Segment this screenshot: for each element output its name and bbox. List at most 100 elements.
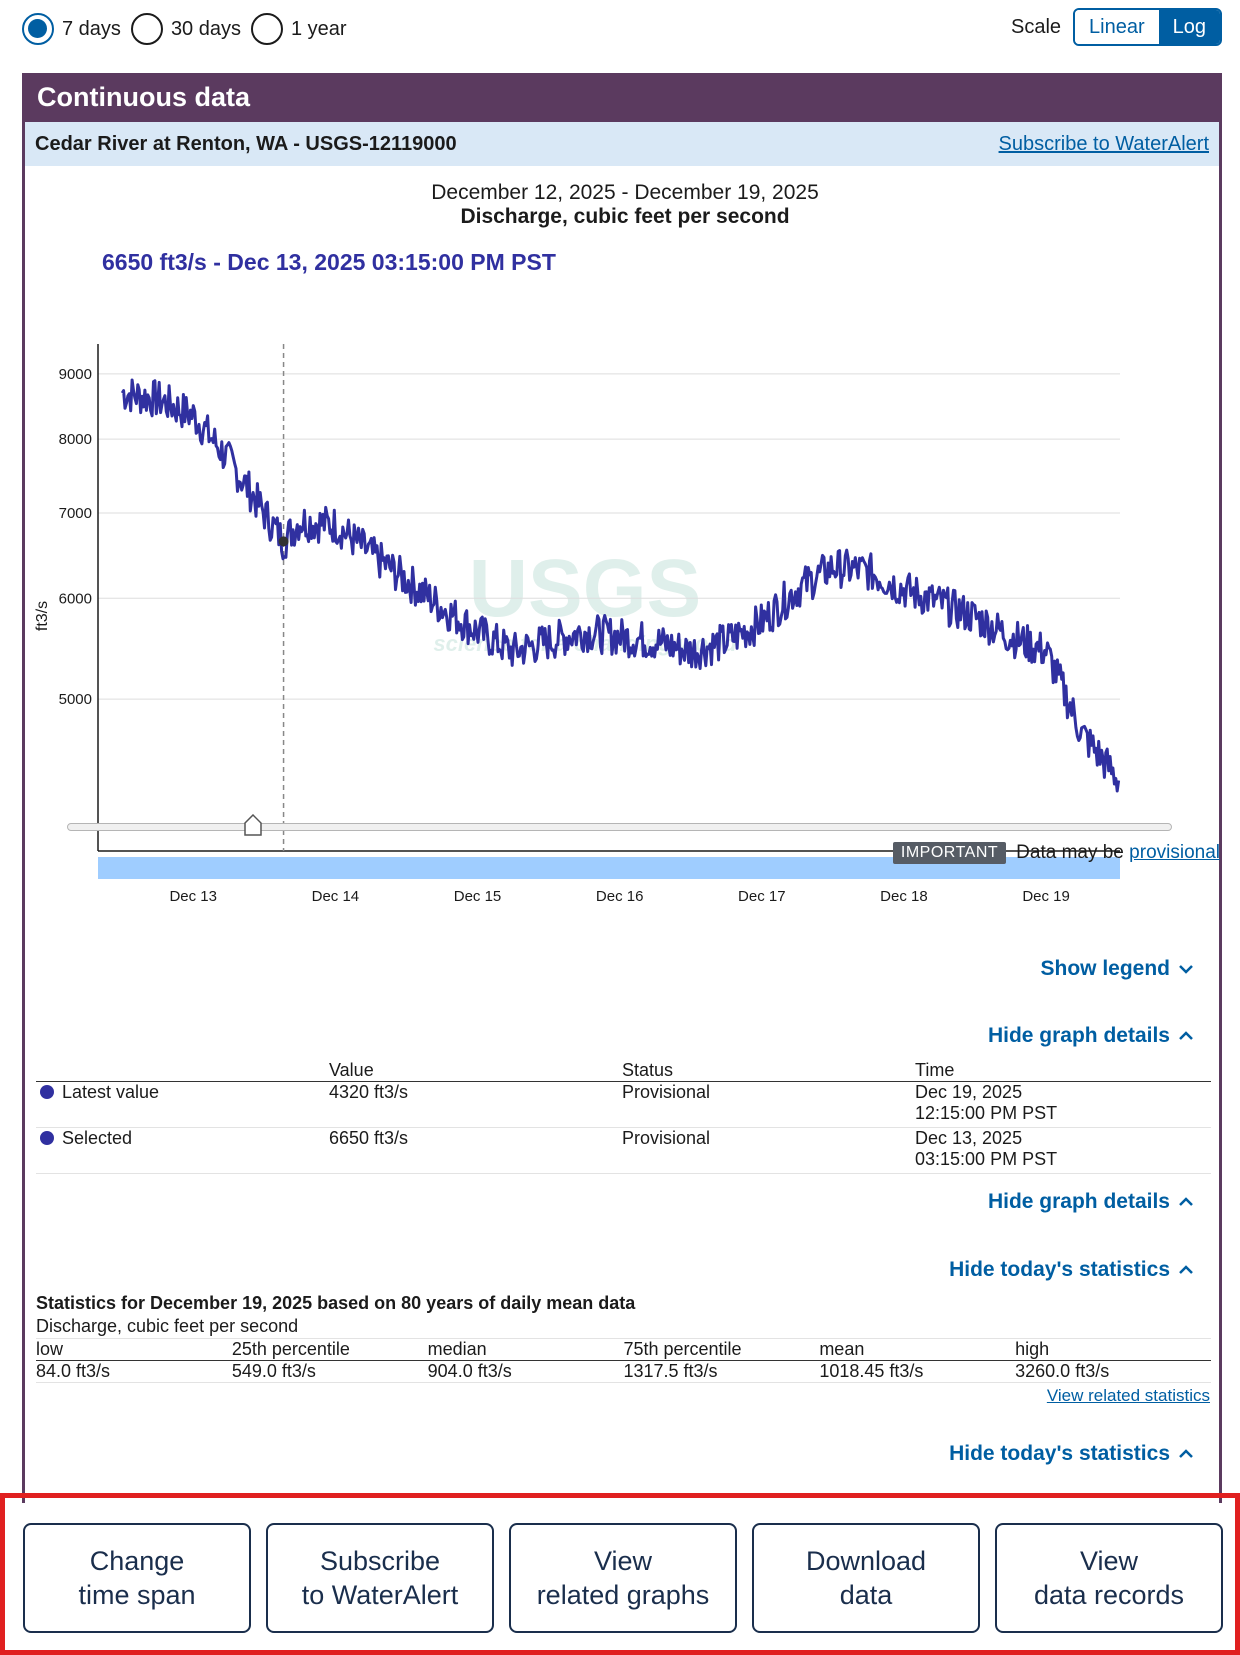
toggle-label: Hide graph details — [987, 1190, 1170, 1213]
time-brush[interactable] — [98, 857, 1120, 879]
time-slider-track[interactable] — [67, 823, 1172, 831]
x-tick-label: Dec 16 — [596, 888, 644, 905]
row-date: Dec 13, 2025 — [915, 1128, 1023, 1148]
watermark-logo-text: USGS — [469, 543, 701, 634]
view-data-records-button[interactable]: View data records — [995, 1523, 1223, 1633]
toggle-label: Show legend — [1040, 957, 1170, 980]
toggle-label: Hide today's statistics — [949, 1442, 1170, 1465]
download-data-button[interactable]: Download data — [752, 1523, 980, 1633]
series-dot-icon — [40, 1131, 54, 1145]
table-header: Status — [622, 1060, 915, 1082]
radio-30-days[interactable]: 30 days — [130, 13, 241, 45]
stat-header: high — [1015, 1338, 1211, 1361]
change-time-span-button[interactable]: Change time span — [23, 1523, 251, 1633]
stat-value: 549.0 ft3/s — [231, 1360, 428, 1383]
scale-linear-button[interactable]: Linear — [1075, 10, 1159, 44]
action-buttons-panel: Change time span Subscribe to WaterAlert… — [0, 1493, 1240, 1655]
site-name: Cedar River at Renton, WA - USGS-1211900… — [35, 132, 457, 155]
provisional-link[interactable]: provisional — [1129, 842, 1220, 863]
table-row: 84.0 ft3/s 549.0 ft3/s 904.0 ft3/s 1317.… — [36, 1360, 1211, 1383]
x-axis-ticks: Dec 13 Dec 14 Dec 15 Dec 16 Dec 17 Dec 18 Dec … — [169, 888, 1070, 905]
stat-value: 1018.45 ft3/s — [819, 1360, 1016, 1383]
stat-header: 25th percentile — [231, 1338, 428, 1361]
radio-selected-icon[interactable] — [22, 13, 54, 45]
statistics-subtitle: Discharge, cubic feet per second — [36, 1316, 299, 1336]
card-title: Continuous data — [25, 76, 1219, 122]
discharge-chart[interactable]: USGS science for a changing world 500060… — [25, 266, 1225, 881]
chevron-up-icon — [1179, 1031, 1193, 1040]
stat-header: low — [36, 1338, 232, 1361]
table-header — [36, 1060, 329, 1082]
slider-handle-icon[interactable] — [244, 814, 262, 836]
x-tick-label: Dec 15 — [454, 888, 502, 905]
y-tick-label: 9000 — [59, 366, 92, 383]
site-bar: Cedar River at Renton, WA - USGS-1211900… — [25, 122, 1219, 166]
hide-graph-details-toggle-bottom[interactable]: Hide graph details — [988, 1190, 1194, 1214]
row-label: Latest value — [62, 1082, 160, 1102]
continuous-data-card: Continuous data Cedar River at Renton, W… — [22, 73, 1222, 1503]
radio-label: 1 year — [291, 17, 347, 40]
y-axis-label: ft3/s — [34, 601, 51, 631]
chevron-up-icon — [1179, 1265, 1193, 1274]
x-tick-label: Dec 13 — [169, 888, 217, 905]
radio-icon[interactable] — [130, 13, 163, 45]
time-range-radio-group: 7 days 30 days 1 year — [22, 10, 357, 48]
scale-control: Scale Linear Log — [1011, 8, 1222, 46]
y-axis-ticks: 5000 6000 7000 8000 9000 — [59, 366, 92, 708]
scale-toggle: Linear Log — [1073, 8, 1222, 46]
chevron-down-icon — [1179, 965, 1193, 974]
stat-header: mean — [819, 1338, 1016, 1361]
subscribe-waterAlert-button[interactable]: Subscribe to WaterAlert — [266, 1523, 494, 1633]
row-value: 4320 ft3/s — [329, 1081, 622, 1128]
stat-value: 3260.0 ft3/s — [1015, 1360, 1211, 1383]
series-line-discharge — [120, 378, 1121, 793]
table-header: Value — [329, 1060, 622, 1082]
row-status: Provisional — [622, 1127, 915, 1174]
radio-1-year[interactable]: 1 year — [251, 13, 347, 45]
stat-header: median — [427, 1338, 624, 1361]
x-tick-label: Dec 18 — [880, 888, 928, 905]
scale-label: Scale — [1010, 15, 1062, 38]
table-header: Time — [915, 1060, 1211, 1082]
y-tick-label: 5000 — [59, 691, 92, 708]
row-time: 03:15:00 PM PST — [915, 1149, 1058, 1169]
row-value: 6650 ft3/s — [329, 1127, 622, 1174]
table-row: Selected 6650 ft3/s Provisional Dec 13, … — [36, 1127, 1211, 1174]
stat-value: 1317.5 ft3/s — [623, 1360, 820, 1383]
x-tick-label: Dec 19 — [1022, 888, 1070, 905]
graph-details-table: Value Status Time Latest value 4320 ft3/… — [36, 1060, 1211, 1174]
radio-label: 30 days — [170, 17, 241, 40]
view-related-graphs-button[interactable]: View related graphs — [509, 1523, 737, 1633]
chevron-up-icon — [1179, 1197, 1193, 1206]
x-tick-label: Dec 14 — [312, 888, 360, 905]
stat-value: 84.0 ft3/s — [36, 1360, 232, 1383]
x-tick-label: Dec 17 — [738, 888, 786, 905]
subscribe-waterAlert-link[interactable]: Subscribe to WaterAlert — [998, 132, 1209, 155]
important-badge: IMPORTANT — [892, 842, 1007, 864]
row-date: Dec 19, 2025 — [915, 1082, 1023, 1102]
statistics-table: low 25th percentile median 75th percenti… — [36, 1338, 1211, 1383]
hide-graph-details-toggle[interactable]: Hide graph details — [988, 1024, 1194, 1048]
hide-todays-statistics-toggle-bottom[interactable]: Hide today's statistics — [949, 1442, 1194, 1466]
notice-text: Data may be — [1016, 842, 1124, 863]
row-time: 12:15:00 PM PST — [915, 1103, 1058, 1123]
stat-header: 75th percentile — [623, 1338, 820, 1361]
view-related-statistics-link[interactable]: View related statistics — [1046, 1386, 1210, 1405]
radio-icon[interactable] — [251, 13, 283, 45]
radio-7-days[interactable]: 7 days — [22, 13, 121, 45]
y-tick-label: 8000 — [59, 431, 92, 448]
statistics-title: Statistics for December 19, 2025 based o… — [36, 1293, 636, 1313]
row-status: Provisional — [622, 1081, 915, 1128]
graph-tooltip: 6650 ft3/s - Dec 13, 2025 03:15:00 PM PS… — [102, 249, 556, 275]
series-dot-icon — [40, 1085, 54, 1099]
selected-point[interactable] — [278, 536, 289, 547]
graph-parameter: Discharge, cubic feet per second — [460, 205, 790, 228]
row-label: Selected — [62, 1128, 133, 1148]
hide-todays-statistics-toggle[interactable]: Hide today's statistics — [949, 1258, 1194, 1282]
table-row: Latest value 4320 ft3/s Provisional Dec … — [36, 1081, 1211, 1128]
provisional-notice: IMPORTANT Data may be provisional — [892, 842, 1220, 864]
graph-date-range: December 12, 2025 - December 19, 2025 — [431, 181, 819, 204]
scale-log-button[interactable]: Log — [1158, 10, 1220, 44]
stat-value: 904.0 ft3/s — [427, 1360, 624, 1383]
show-legend-toggle[interactable]: Show legend — [1040, 957, 1194, 981]
